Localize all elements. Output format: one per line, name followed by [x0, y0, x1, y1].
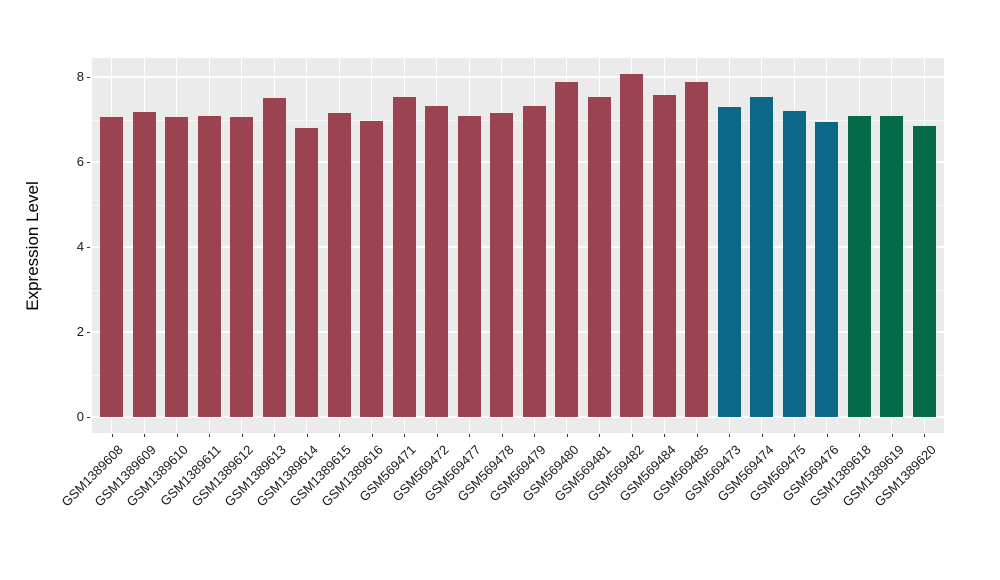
gridline-minor-3: [92, 289, 944, 291]
gridline-minor-1: [92, 374, 944, 376]
x-tick-mark: [339, 434, 341, 437]
bar-GSM569479: [522, 105, 546, 417]
bar-GSM569473: [717, 106, 741, 417]
x-tick-mark: [241, 434, 243, 437]
x-tick-mark: [826, 434, 828, 437]
gridline-major-0: [92, 416, 944, 418]
x-tick-mark: [404, 434, 406, 437]
x-tick-mark: [729, 434, 731, 437]
bar-GSM569471: [392, 97, 416, 417]
x-tick-mark: [891, 434, 893, 437]
bar-GSM569477: [457, 116, 481, 417]
y-tick-mark-6: [87, 162, 90, 163]
gridline-major-8: [92, 76, 944, 78]
gridline-major-2: [92, 331, 944, 333]
x-tick-mark: [794, 434, 796, 437]
bar-GSM1389615: [327, 113, 351, 417]
gridline-major-6: [92, 161, 944, 163]
bar-GSM569481: [587, 96, 611, 417]
bar-GSM1389613: [262, 98, 286, 417]
y-tick-mark-8: [87, 77, 90, 78]
y-tick-label-2: 2: [76, 324, 84, 339]
bar-GSM569484: [652, 94, 676, 417]
x-tick-mark: [176, 434, 178, 437]
bar-GSM569474: [750, 96, 774, 417]
y-tick-label-8: 8: [76, 69, 84, 84]
y-axis-title: Expression Level: [23, 180, 42, 311]
gridline-major-4: [92, 246, 944, 248]
x-tick-mark: [469, 434, 471, 437]
gridline-minor-7: [92, 119, 944, 121]
y-tick-mark-0: [87, 417, 90, 418]
bar-GSM1389609: [132, 111, 156, 417]
x-tick-mark: [209, 434, 211, 437]
x-tick-mark: [696, 434, 698, 437]
bar-GSM1389610: [165, 116, 189, 417]
x-tick-mark: [111, 434, 113, 437]
bar-GSM1389616: [360, 121, 384, 417]
bar-GSM1389612: [230, 117, 254, 417]
x-tick-mark: [436, 434, 438, 437]
y-tick-label-6: 6: [76, 154, 84, 169]
x-tick-mark: [924, 434, 926, 437]
bar-GSM569476: [815, 121, 839, 417]
x-tick-mark: [274, 434, 276, 437]
x-tick-mark: [371, 434, 373, 437]
bar-GSM569482: [620, 73, 644, 417]
plot-panel: [92, 58, 944, 433]
x-tick-mark: [534, 434, 536, 437]
gridline-minor-5: [92, 204, 944, 206]
y-tick-mark-2: [87, 332, 90, 333]
bar-GSM569480: [555, 82, 579, 417]
x-tick-mark: [144, 434, 146, 437]
x-tick-mark: [631, 434, 633, 437]
y-tick-label-4: 4: [76, 239, 84, 254]
bar-GSM1389608: [100, 116, 123, 417]
bar-GSM1389618: [847, 116, 871, 417]
x-tick-mark: [306, 434, 308, 437]
bar-GSM1389614: [295, 128, 319, 417]
bar-GSM569472: [425, 105, 449, 417]
x-tick-mark: [501, 434, 503, 437]
bar-GSM1389620: [912, 125, 936, 417]
x-tick-mark: [566, 434, 568, 437]
bar-GSM1389619: [880, 116, 904, 417]
bar-GSM569478: [490, 113, 514, 417]
x-tick-mark: [859, 434, 861, 437]
y-tick-mark-4: [87, 247, 90, 248]
bar-GSM1389611: [197, 116, 221, 417]
y-tick-label-0: 0: [76, 409, 84, 424]
x-tick-mark: [664, 434, 666, 437]
bar-GSM569475: [782, 110, 806, 417]
x-tick-mark: [599, 434, 601, 437]
x-tick-mark: [761, 434, 763, 437]
bar-GSM569485: [685, 82, 709, 417]
